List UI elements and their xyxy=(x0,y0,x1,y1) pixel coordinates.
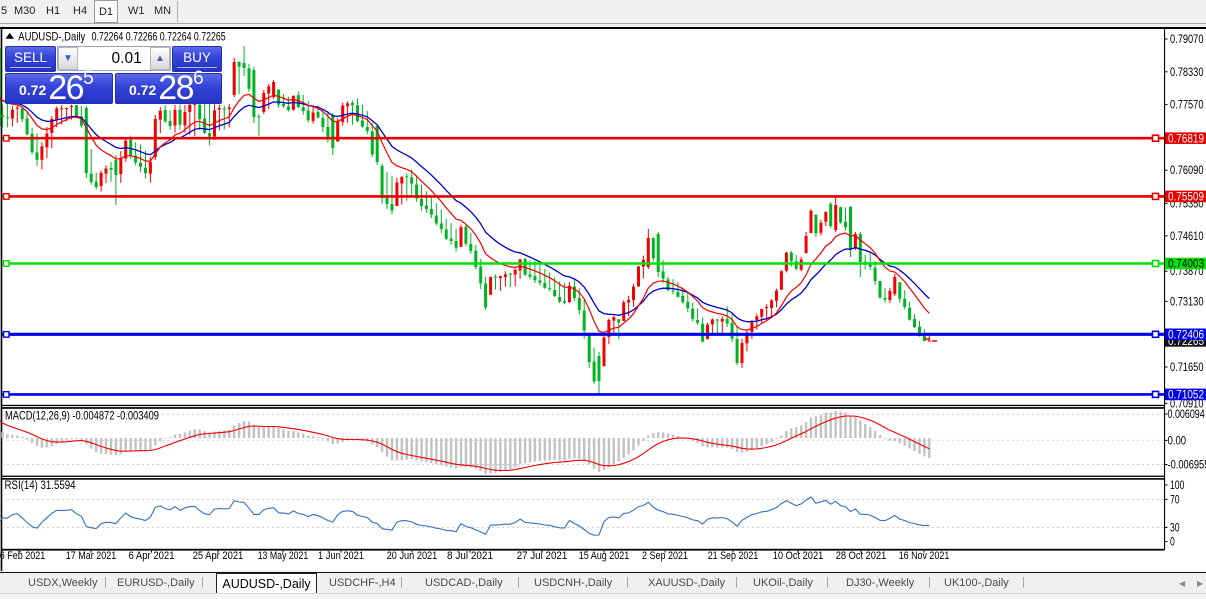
svg-text:0.75509: 0.75509 xyxy=(1168,192,1204,204)
svg-text:30: 30 xyxy=(1170,522,1180,534)
svg-text:13 May 2021: 13 May 2021 xyxy=(258,550,309,562)
svg-text:8 Jul 2021: 8 Jul 2021 xyxy=(447,550,493,562)
svg-text:MACD(12,26,9) -0.004872 -0.003: MACD(12,26,9) -0.004872 -0.003409 xyxy=(5,409,159,423)
svg-text:0.006094: 0.006094 xyxy=(1168,409,1206,421)
svg-text:0.78330: 0.78330 xyxy=(1170,67,1204,79)
svg-text:AUDUSD-,Daily: AUDUSD-,Daily xyxy=(18,30,85,44)
svg-text:RSI(14) 31.5594: RSI(14) 31.5594 xyxy=(5,478,76,492)
svg-text:0.74003: 0.74003 xyxy=(1168,259,1204,271)
svg-text:1 Jun 2021: 1 Jun 2021 xyxy=(318,550,364,562)
svg-text:70: 70 xyxy=(1170,494,1180,506)
svg-text:0.72264 0.72266 0.72264 0.7226: 0.72264 0.72266 0.72264 0.72265 xyxy=(92,30,226,44)
svg-text:20 Jun 2021: 20 Jun 2021 xyxy=(387,550,438,562)
svg-text:-0.006955: -0.006955 xyxy=(1168,460,1206,472)
svg-text:0.76090: 0.76090 xyxy=(1170,165,1204,177)
svg-text:0.72406: 0.72406 xyxy=(1168,330,1204,342)
svg-text:100: 100 xyxy=(1170,480,1184,492)
svg-text:10 Oct 2021: 10 Oct 2021 xyxy=(773,550,824,562)
svg-text:17 Mar 2021: 17 Mar 2021 xyxy=(66,550,117,562)
svg-text:0.00: 0.00 xyxy=(1168,435,1187,447)
svg-text:21 Sep 2021: 21 Sep 2021 xyxy=(708,550,759,562)
svg-text:0.79070: 0.79070 xyxy=(1170,34,1204,46)
svg-text:6 Apr 2021: 6 Apr 2021 xyxy=(129,550,175,562)
svg-text:16 Nov 2021: 16 Nov 2021 xyxy=(899,550,950,562)
svg-text:0.73130: 0.73130 xyxy=(1170,296,1204,308)
svg-text:28 Oct 2021: 28 Oct 2021 xyxy=(836,550,887,562)
svg-text:0.74610: 0.74610 xyxy=(1170,231,1204,243)
svg-text:0: 0 xyxy=(1170,537,1175,549)
svg-text:0.77570: 0.77570 xyxy=(1170,100,1204,112)
svg-text:0.70910: 0.70910 xyxy=(1170,398,1204,410)
svg-text:0.71052: 0.71052 xyxy=(1168,390,1204,402)
svg-text:2 Sep 2021: 2 Sep 2021 xyxy=(642,550,688,562)
svg-text:0.76819: 0.76819 xyxy=(1168,133,1204,145)
svg-text:25 Apr 2021: 25 Apr 2021 xyxy=(193,550,244,562)
svg-text:27 Jul 2021: 27 Jul 2021 xyxy=(517,550,568,562)
svg-text:0.71650: 0.71650 xyxy=(1170,362,1204,374)
svg-text:26 Feb 2021: 26 Feb 2021 xyxy=(0,550,45,562)
svg-text:15 Aug 2021: 15 Aug 2021 xyxy=(579,550,630,562)
